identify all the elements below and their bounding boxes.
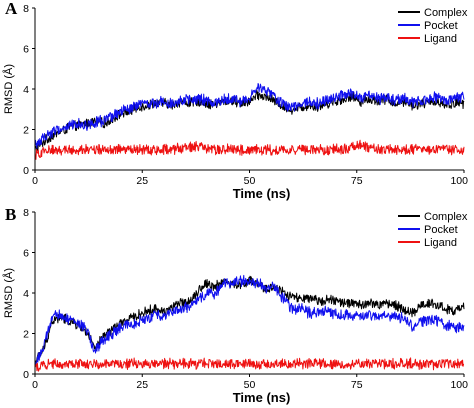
y-tick-label: 2 <box>23 125 29 137</box>
legend-label-complex: Complex <box>424 7 468 19</box>
x-tick-label: 25 <box>136 175 148 187</box>
x-axis-label: Time (ns) <box>233 390 291 405</box>
x-tick-label: 100 <box>450 175 468 187</box>
panel-letter: B <box>5 205 16 224</box>
series-line-complex <box>34 90 465 152</box>
y-tick-label: 4 <box>23 288 29 300</box>
x-tick-label: 25 <box>136 379 148 391</box>
x-axis-label: Time (ns) <box>233 186 291 201</box>
panel-b: B 0 2 4 6 8 0 25 50 75 100 Time (ns) RMSD (Å) Complex… <box>2 205 468 405</box>
panel-a: A 0 2 4 6 8 0 25 50 75 100 Time (ns) RMSD (Å) Complex… <box>2 0 468 201</box>
y-tick-label: 2 <box>23 329 29 341</box>
y-tick-label: 6 <box>23 248 29 260</box>
y-tick-label: 0 <box>23 165 29 177</box>
x-tick-label: 50 <box>244 175 256 187</box>
panel-letter: A <box>5 0 18 18</box>
x-tick-label: 50 <box>244 379 256 391</box>
x-tick-label: 75 <box>351 379 363 391</box>
y-tick-label: 6 <box>23 44 29 56</box>
y-tick-label: 0 <box>23 369 29 381</box>
series-line-ligand <box>34 357 465 372</box>
legend-label-pocket: Pocket <box>424 224 458 236</box>
y-axis-label: RMSD (Å) <box>2 268 15 318</box>
legend-label-ligand: Ligand <box>424 33 457 45</box>
y-axis-label: RMSD (Å) <box>2 64 15 114</box>
series-line-complex <box>34 275 465 366</box>
legend-label-ligand: Ligand <box>424 237 457 249</box>
legend-label-pocket: Pocket <box>424 20 458 32</box>
y-tick-label: 4 <box>23 84 29 96</box>
series-line-pocket <box>34 82 465 149</box>
y-tick-label: 8 <box>23 3 29 15</box>
y-tick-label: 8 <box>23 207 29 219</box>
x-tick-label: 100 <box>450 379 468 391</box>
x-tick-label: 75 <box>351 175 363 187</box>
series-line-ligand <box>34 139 465 160</box>
x-tick-label: 0 <box>32 379 38 391</box>
series-line-pocket <box>34 274 465 366</box>
legend-label-complex: Complex <box>424 211 468 223</box>
x-tick-label: 0 <box>32 175 38 187</box>
